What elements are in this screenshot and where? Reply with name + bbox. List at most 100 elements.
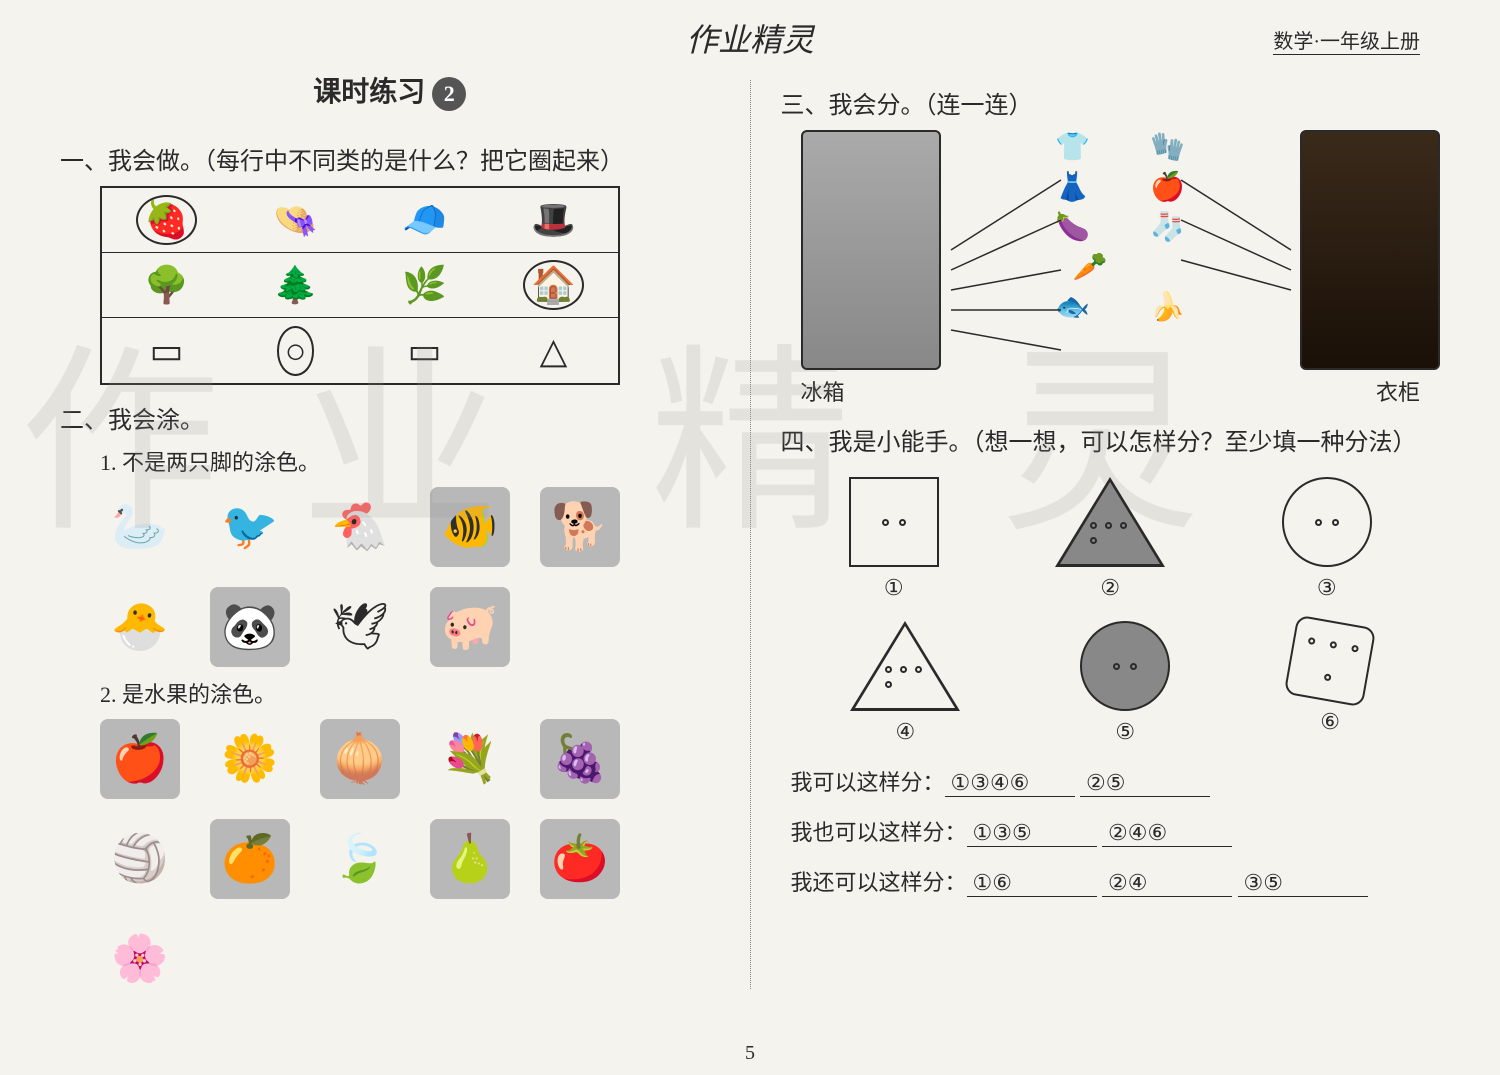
cell: 🌿: [360, 253, 489, 317]
shapes-row-2: ④ ⑤ ⑥: [791, 621, 1431, 745]
fridge-icon: [801, 130, 941, 370]
table-row: ▭ ○ ▭ △: [102, 318, 618, 383]
circled-item: 🏠: [523, 260, 584, 310]
fridge-col: [801, 130, 941, 370]
shape-2: ②: [1055, 477, 1165, 601]
appliance-labels: 冰箱 衣柜: [801, 375, 1421, 407]
center-pair: 🍆🧦: [1055, 210, 1185, 244]
wardrobe-icon: [1300, 130, 1440, 370]
right-column: 三、我会分。（连一连） 👕🧤👗🍎🍆🧦🥕🐟🍌 冰箱 衣柜 四、我是小能手。（想一想…: [781, 70, 1441, 999]
answer-line: 我可以这样分：①③④⑥ ②⑤: [791, 765, 1431, 797]
animal-item: 🐕: [540, 487, 620, 567]
table-row: 🌳 🌲 🌿 🏠: [102, 253, 618, 318]
animal-item: 🐠: [430, 487, 510, 567]
shape-4: ④: [850, 621, 960, 745]
section2-heading: 二、我会涂。: [60, 400, 720, 435]
answer-value: ②④⑥: [1102, 820, 1232, 847]
section2-sub1-label: 1. 不是两只脚的涂色。: [100, 445, 720, 477]
triangle-shape: [1055, 477, 1165, 567]
match-area: 👕🧤👗🍎🍆🧦🥕🐟🍌: [801, 130, 1441, 370]
table-row: 🍓 👒 🧢 🎩: [102, 188, 618, 253]
object-item: 🍐: [430, 819, 510, 899]
object-item: 🏐: [100, 819, 180, 899]
animal-item: 🐦: [210, 487, 290, 567]
animal-item: 🐔: [320, 487, 400, 567]
page-number: 5: [745, 1042, 755, 1065]
header-script-title: 作业精灵: [686, 15, 814, 61]
match-item: 🐟: [1055, 290, 1090, 324]
section3-heading: 三、我会分。（连一连）: [781, 85, 1441, 120]
cell: ○: [231, 318, 360, 383]
animal-item: 🐣: [100, 587, 180, 667]
shape-label: ⑤: [1080, 719, 1170, 745]
animal-item: 🦢: [100, 487, 180, 567]
answer-value: ①③④⑥: [945, 770, 1075, 797]
triangle-shape: [850, 621, 960, 711]
circled-item: 🍓: [136, 195, 197, 245]
lesson-title: 课时练习: [313, 77, 425, 108]
answer-line: 我还可以这样分：①⑥ ②④ ③⑤: [791, 865, 1431, 897]
left-column: 课时练习 2 一、我会做。（每行中不同类的是什么？把它圈起来） 🍓 👒 🧢 🎩 …: [60, 70, 720, 999]
shape-1: ①: [849, 477, 939, 601]
square-shape: [849, 477, 939, 567]
circle-shape: [1080, 621, 1170, 711]
match-item: 🍌: [1150, 290, 1185, 324]
sub1-grid: 🦢 🐦 🐔 🐠 🐕 🐣 🐼 🕊 🐖: [100, 487, 720, 667]
shape-5: ⑤: [1080, 621, 1170, 745]
center-items: 👕🧤👗🍎🍆🧦🥕🐟🍌: [961, 130, 1281, 324]
animal-item: 🐖: [430, 587, 510, 667]
cell: 🍓: [102, 188, 231, 252]
match-item: 👕: [1055, 130, 1090, 164]
match-item: 🍆: [1055, 210, 1090, 244]
answer-line: 我也可以这样分：①③⑤ ②④⑥: [791, 815, 1431, 847]
answer-value: ③⑤: [1238, 870, 1368, 897]
shape-label: ④: [850, 719, 960, 745]
answer-label: 我可以这样分：: [791, 770, 945, 795]
cell: 🌳: [102, 253, 231, 317]
object-item: 🌸: [100, 919, 180, 999]
cell: ▭: [360, 318, 489, 383]
animal-item: 🕊: [320, 587, 400, 667]
circled-item: ○: [277, 326, 315, 376]
square-tilt-shape: [1284, 615, 1377, 708]
answer-value: ②④: [1102, 870, 1232, 897]
lesson-title-row: 课时练习 2: [60, 70, 720, 111]
object-item: 🍃: [320, 819, 400, 899]
match-item: 🥕: [1073, 250, 1108, 284]
match-item: 🧦: [1150, 210, 1185, 244]
answers-block: 我可以这样分：①③④⑥ ②⑤ 我也可以这样分：①③⑤ ②④⑥ 我还可以这样分：①…: [781, 765, 1441, 897]
shape-label: ③: [1282, 575, 1372, 601]
center-pair: 👕🧤: [1055, 130, 1185, 164]
circle-shape: [1282, 477, 1372, 567]
object-item: 🍊: [210, 819, 290, 899]
answer-value: ②⑤: [1080, 770, 1210, 797]
shapes-row-1: ① ② ③: [791, 477, 1431, 601]
section1-heading: 一、我会做。（每行中不同类的是什么？把它圈起来）: [60, 141, 720, 176]
section2-sub2-label: 2. 是水果的涂色。: [100, 677, 720, 709]
object-item: 🧅: [320, 719, 400, 799]
object-item: 🌼: [210, 719, 290, 799]
cell: 👒: [231, 188, 360, 252]
center-pair: 🥕: [1073, 250, 1168, 284]
shape-label: ②: [1055, 575, 1165, 601]
shape-label: ①: [849, 575, 939, 601]
header-subject: 数学·一年级上册: [1273, 25, 1420, 55]
section1-table: 🍓 👒 🧢 🎩 🌳 🌲 🌿 🏠 ▭ ○ ▭ △: [100, 186, 620, 385]
wardrobe-label: 衣柜: [1376, 375, 1420, 407]
cell: 🌲: [231, 253, 360, 317]
section4-heading: 四、我是小能手。（想一想，可以怎样分？至少填一种分法）: [781, 422, 1441, 457]
page-container: 课时练习 2 一、我会做。（每行中不同类的是什么？把它圈起来） 🍓 👒 🧢 🎩 …: [60, 70, 1440, 999]
object-item: 🍇: [540, 719, 620, 799]
object-item: 🍅: [540, 819, 620, 899]
animal-item: 🐼: [210, 587, 290, 667]
center-pair: 🐟🍌: [1055, 290, 1185, 324]
cell: 🧢: [360, 188, 489, 252]
cell: △: [489, 318, 618, 383]
cell: ▭: [102, 318, 231, 383]
sub2-grid: 🍎 🌼 🧅 💐 🍇 🏐 🍊 🍃 🍐 🍅 🌸: [100, 719, 720, 999]
object-item: 💐: [430, 719, 510, 799]
object-item: 🍎: [100, 719, 180, 799]
column-divider: [750, 80, 751, 989]
lesson-number-badge: 2: [432, 77, 466, 111]
wardrobe-col: [1300, 130, 1440, 370]
